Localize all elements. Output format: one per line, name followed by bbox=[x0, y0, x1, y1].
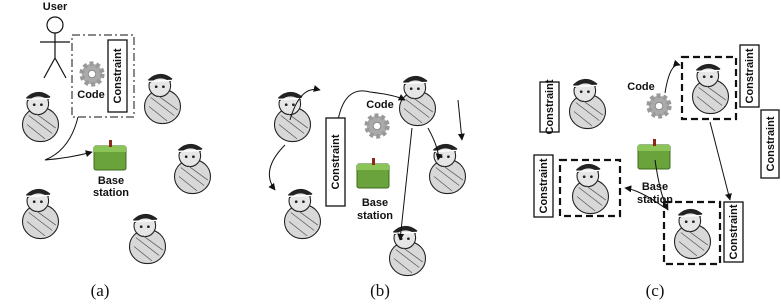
mote bbox=[675, 209, 711, 259]
base-station bbox=[638, 139, 670, 169]
station-label: station bbox=[637, 194, 673, 206]
mote bbox=[570, 79, 606, 129]
arrow bbox=[710, 122, 730, 200]
caption: (b) bbox=[370, 281, 390, 300]
mote bbox=[390, 226, 426, 276]
base-label: Base bbox=[362, 197, 388, 209]
user-label: User bbox=[43, 1, 68, 13]
constraint-label: Constraint bbox=[728, 204, 740, 259]
base-label: Base bbox=[642, 181, 668, 193]
base-label: Base bbox=[98, 175, 124, 187]
code-label: Code bbox=[77, 89, 105, 101]
panel-b: Constraint Code Base station (b) bbox=[269, 76, 465, 300]
code-gear bbox=[367, 116, 388, 137]
mote bbox=[145, 74, 181, 124]
mote bbox=[430, 144, 466, 194]
arrow bbox=[458, 100, 462, 140]
constraint-label: Constraint bbox=[544, 79, 556, 134]
mote bbox=[23, 92, 59, 142]
constraint-label: Constraint bbox=[744, 48, 756, 103]
code-label: Code bbox=[627, 81, 655, 93]
mote bbox=[130, 214, 166, 264]
constraint-label: Constraint bbox=[330, 134, 342, 189]
arrow bbox=[400, 128, 412, 240]
constraint-label: Constraint bbox=[538, 158, 550, 213]
base-station bbox=[357, 158, 389, 188]
panel-a: User Code Constraint Base station (a) bbox=[23, 1, 211, 300]
arrow bbox=[269, 145, 285, 190]
code-gear bbox=[82, 64, 103, 85]
arrow bbox=[665, 65, 680, 93]
caption: (c) bbox=[646, 281, 665, 300]
user-figure bbox=[40, 17, 70, 78]
diagram: User Code Constraint Base station (a) Co… bbox=[0, 0, 781, 306]
panel-c: Constraint Code Base station Constraint … bbox=[534, 45, 779, 300]
mote bbox=[275, 92, 311, 142]
mote bbox=[23, 189, 59, 239]
mote bbox=[573, 164, 609, 214]
constraint-label: Constraint bbox=[765, 116, 777, 171]
station-label: station bbox=[93, 187, 129, 199]
base-station bbox=[94, 140, 126, 170]
caption: (a) bbox=[91, 281, 110, 300]
code-gear bbox=[649, 96, 670, 117]
constraint-label: Constraint bbox=[112, 48, 124, 103]
mote bbox=[175, 144, 211, 194]
station-label: station bbox=[357, 210, 393, 222]
mote bbox=[285, 189, 321, 239]
mote bbox=[400, 76, 436, 126]
code-label: Code bbox=[366, 99, 394, 111]
mote bbox=[693, 64, 729, 114]
